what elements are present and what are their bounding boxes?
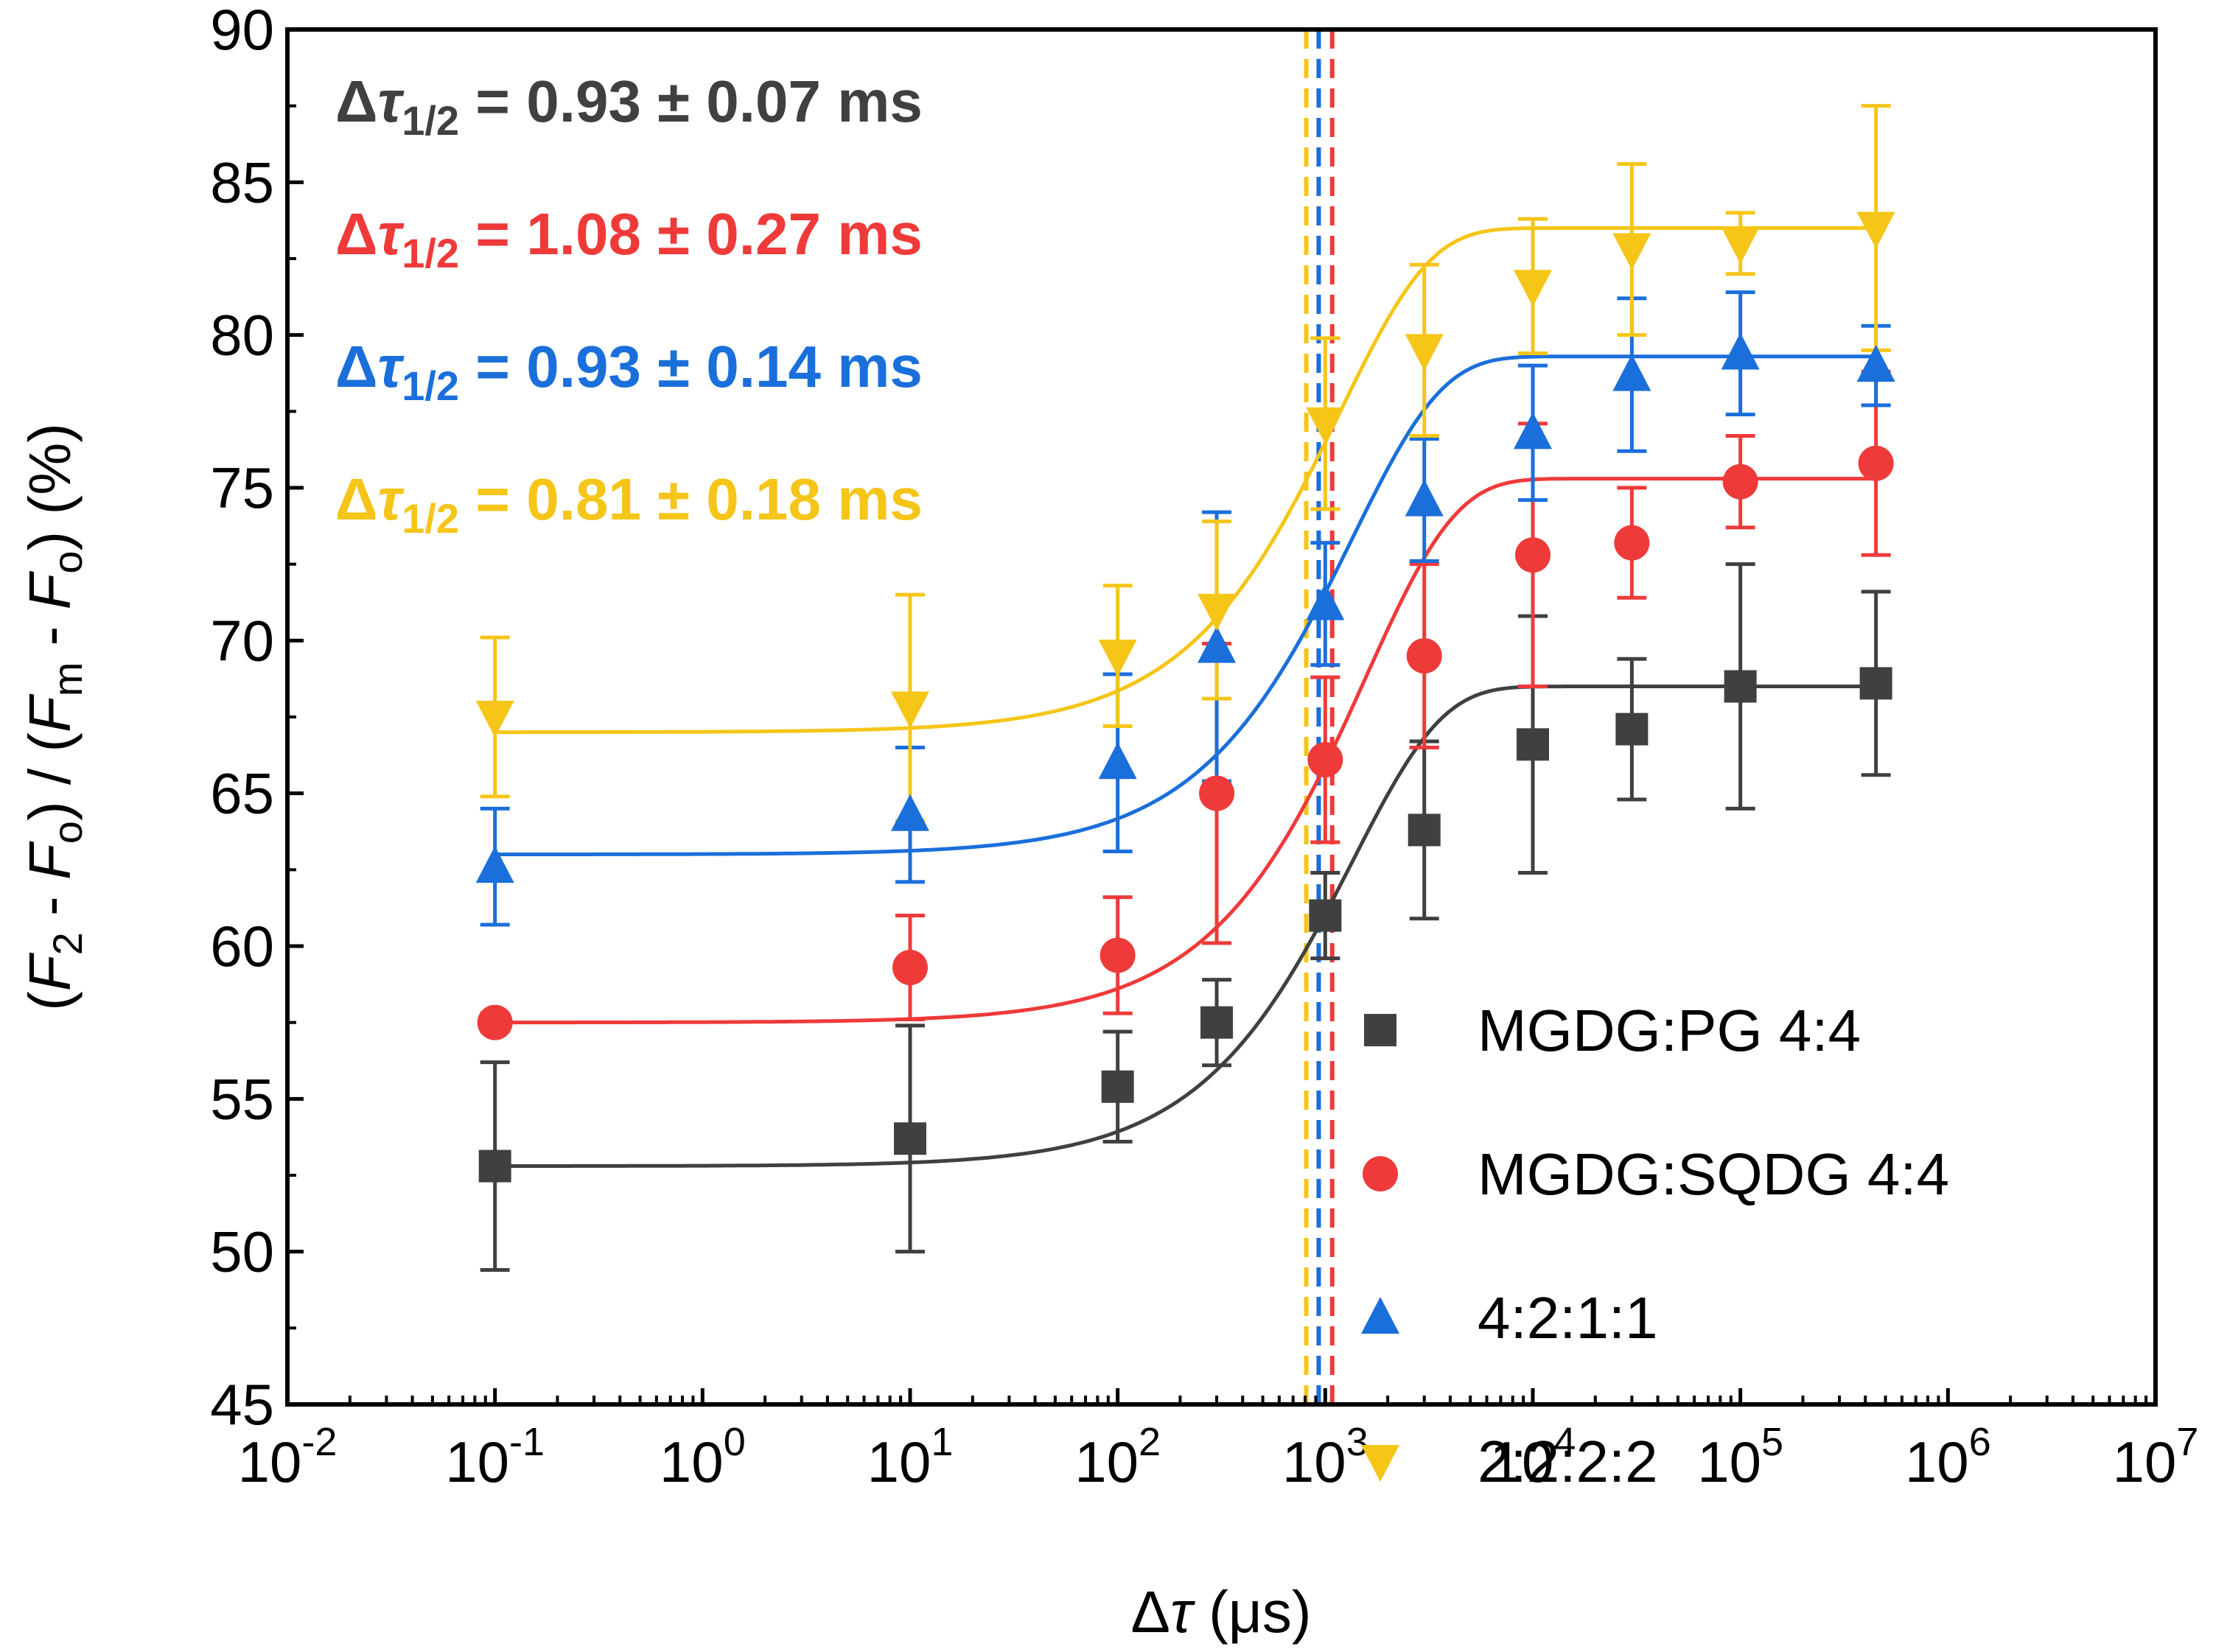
data-point [1722,463,1758,500]
y-tick-label: 45 [210,1372,274,1437]
legend-marker [1361,1445,1399,1482]
half-time-reference-lines [1304,29,1335,1404]
y-tick-label: 80 [210,303,274,368]
fit-curve [494,685,1876,1168]
data-point [1405,479,1444,517]
x-tick-label: 10-1 [445,1420,545,1494]
x-tick-label: 102 [1074,1420,1161,1494]
data-point [1514,412,1552,449]
data-point [1101,1070,1134,1103]
y-tick-label: 90 [210,0,274,62]
y-axis-title: (F2 - Fo) / (Fm - Fo) (%) [17,423,91,1011]
legend-marker [1364,1014,1396,1046]
data-point [1200,1006,1234,1039]
data-point [1721,332,1760,370]
y-tick-label: 85 [210,150,274,214]
data-point [1612,233,1651,270]
data-point [1859,667,1892,700]
y-tick-label: 70 [210,608,274,673]
y-axis-ticks: 45 50 55 60 65 70 75 80 85 90 [210,0,304,1437]
data-point [1306,583,1345,620]
legend-label: 2:2:2:2 [1478,1429,1658,1494]
legend-label: MGDG:SQDG 4:4 [1478,1141,1949,1207]
y-tick-label: 50 [210,1219,274,1284]
legend-label: MGDG:PG 4:4 [1478,998,1861,1063]
half-time-annotation: Δτ1/2 = 1.08 ± 0.27 ms [335,201,923,276]
data-point [478,1149,511,1183]
data-point [1856,345,1895,382]
legend: MGDG:PG 4:4 MGDG:SQDG 4:4 4:2:1:1 2:2:2:2 [1361,998,1949,1494]
data-point [475,701,514,738]
data-point [1515,537,1551,573]
data-point [891,691,929,729]
data-point [1615,713,1649,746]
legend-label: 4:2:1:1 [1478,1285,1658,1351]
fit-curve [494,226,1876,735]
half-time-annotation: Δτ1/2 = 0.93 ± 0.07 ms [335,69,923,144]
x-tick-label: 10-2 [238,1420,338,1494]
data-point [475,846,514,883]
data-point [1614,525,1650,561]
data-markers [475,211,1895,1183]
data-point [1199,775,1235,811]
data-point [1406,638,1442,674]
data-point [891,794,929,831]
data-point [1721,227,1760,265]
x-tick-label: 105 [1697,1420,1783,1494]
data-point [894,1122,926,1155]
data-point [1856,211,1895,249]
x-axis-ticks: 10-2 10-1 100 101 102 103 104 105 106 107 [238,1388,2199,1494]
data-point [1198,593,1237,631]
half-time-annotation: Δτ1/2 = 0.81 ± 0.18 ms [335,466,923,542]
data-point [1517,728,1549,761]
data-point [1198,626,1237,663]
data-point [1514,270,1552,307]
half-time-annotations: Δτ1/2 = 0.93 ± 0.07 ms Δτ1/2 = 1.08 ± 0.2… [335,69,923,542]
data-point [1858,445,1894,481]
data-point [1098,640,1137,677]
data-point [1408,813,1441,847]
half-time-annotation: Δτ1/2 = 0.93 ± 0.14 ms [335,334,923,409]
data-point [1724,670,1757,703]
data-point [1306,407,1345,444]
data-point [1405,334,1444,371]
x-tick-label: 107 [2113,1420,2199,1494]
x-axis-title: Δτ (μs) [1131,1579,1312,1645]
y-tick-label: 75 [210,455,274,520]
x-tick-label: 104 [1490,1420,1576,1494]
data-point [1098,742,1137,780]
fit-curve [494,477,1876,1025]
fit-curves [494,226,1876,1168]
legend-marker [1361,1297,1399,1334]
fit-curve [494,354,1876,856]
data-point [1099,937,1136,973]
legend-marker [1363,1156,1398,1191]
y-tick-label: 65 [210,761,274,826]
data-point [1309,899,1342,932]
data-point [1612,354,1651,391]
x-tick-label: 101 [867,1420,954,1494]
x-tick-label: 103 [1282,1420,1368,1494]
y-tick-label: 60 [210,914,274,979]
data-point [477,1004,513,1040]
data-point [1307,742,1343,778]
x-tick-label: 106 [1905,1420,1991,1494]
y-tick-label: 55 [210,1066,274,1131]
data-point [892,950,928,986]
x-tick-label: 100 [660,1420,746,1494]
